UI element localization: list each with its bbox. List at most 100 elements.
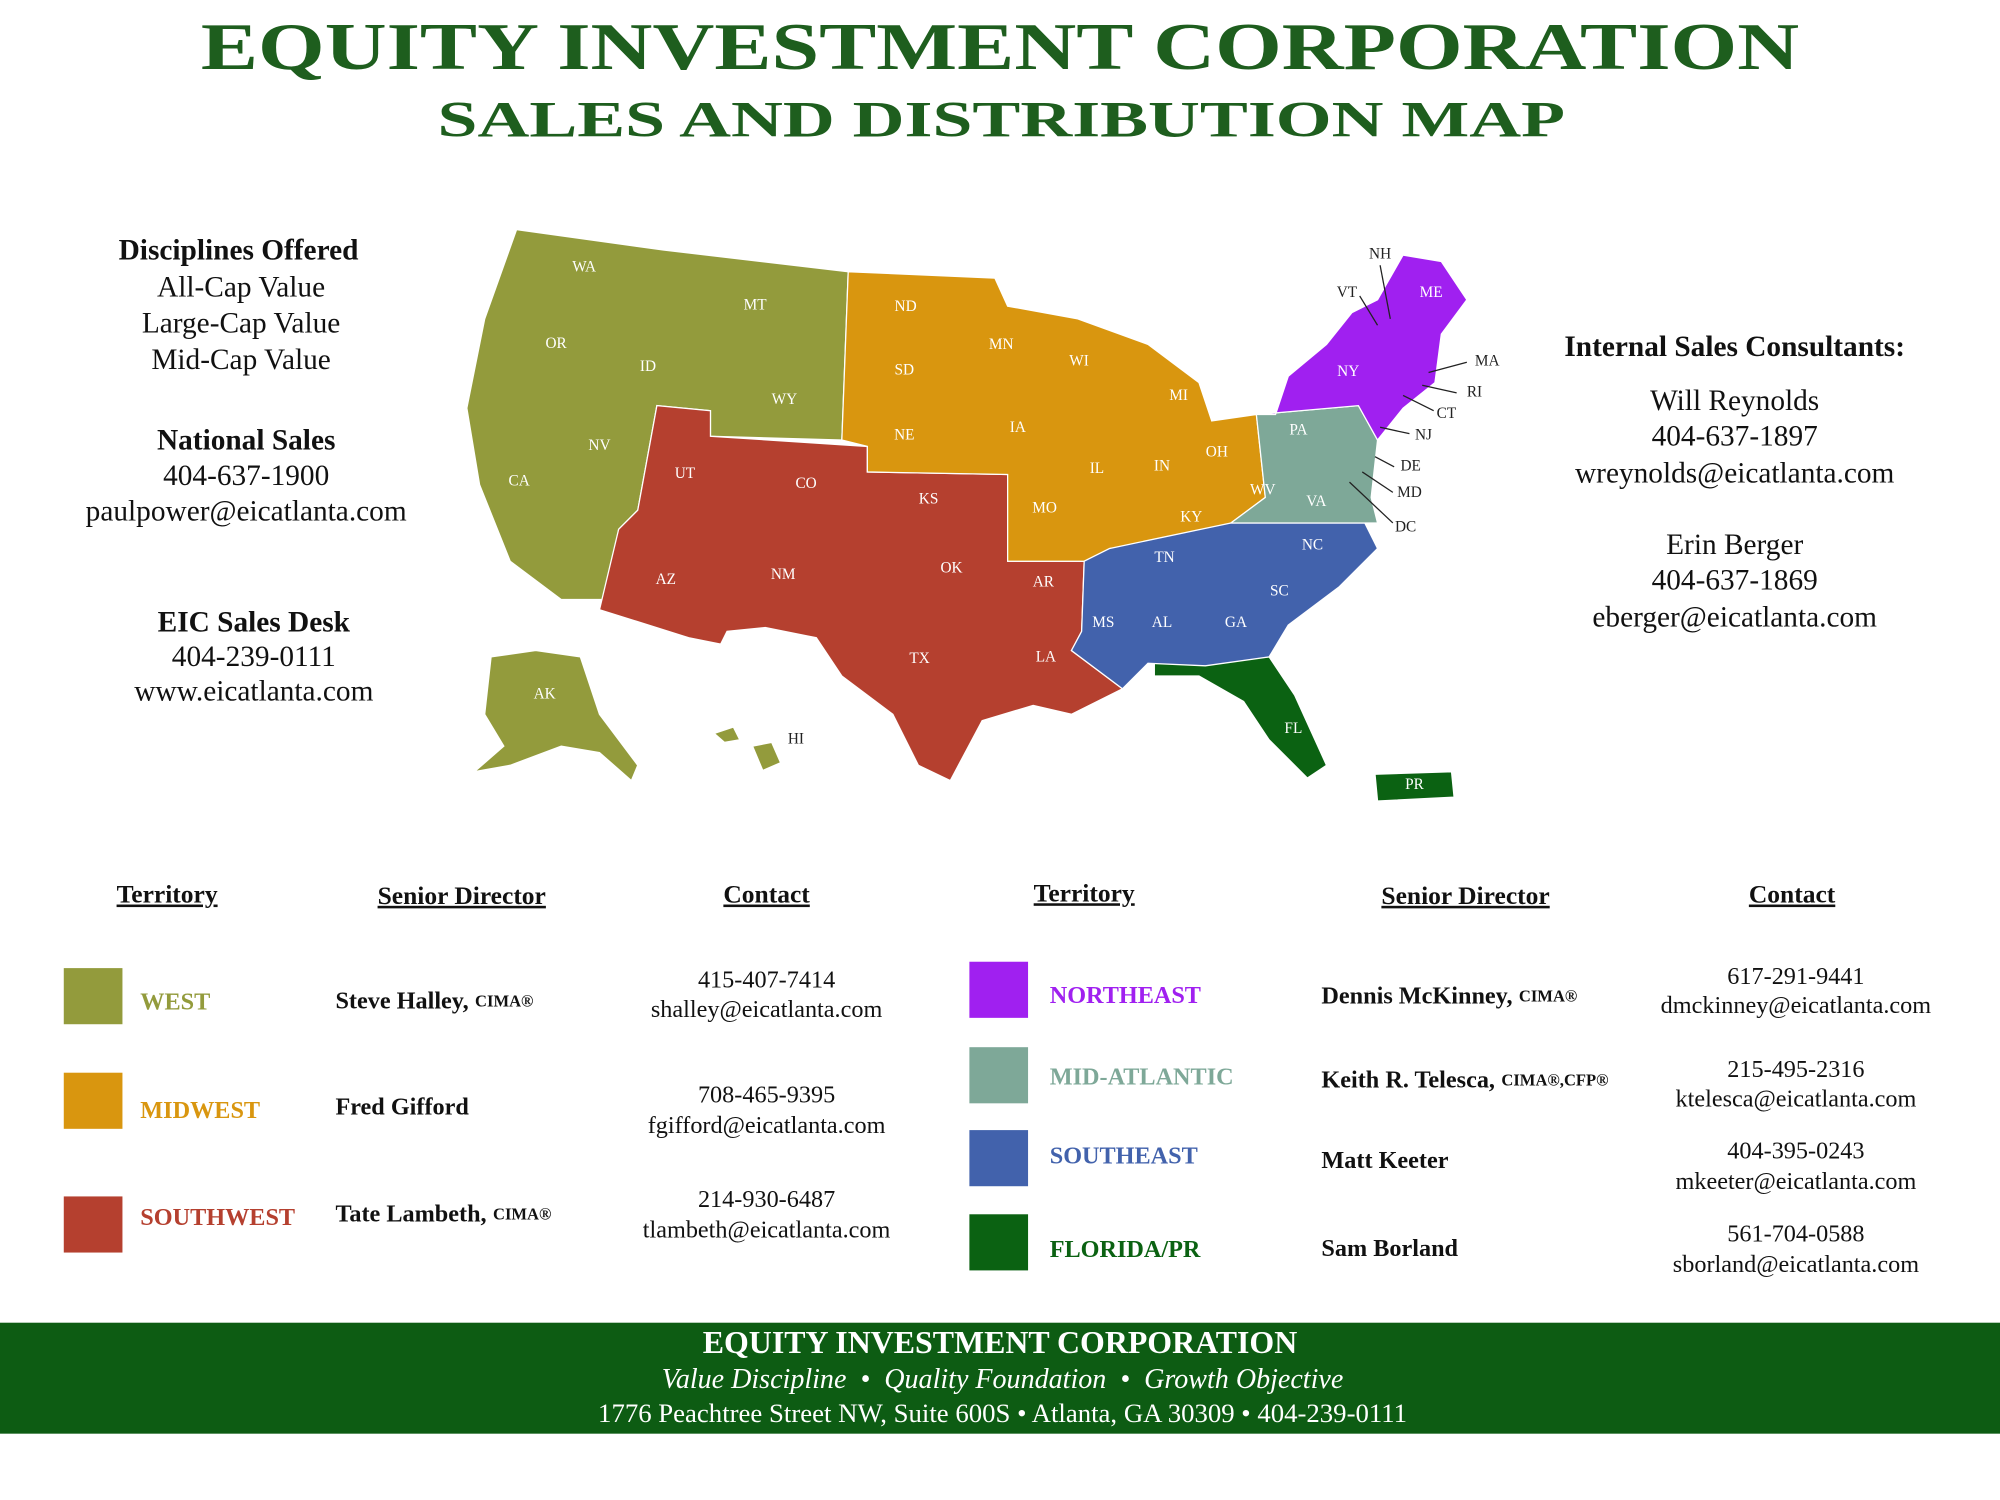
contact-email: mkeeter@eicatlanta.com <box>1676 1168 1917 1195</box>
footer-band <box>0 1322 2000 1434</box>
region-shape <box>472 649 639 782</box>
territory-name: SOUTHEAST <box>1050 1143 1198 1170</box>
state-label: OR <box>545 335 567 352</box>
state-label: MO <box>1032 499 1057 516</box>
leader-line <box>1374 456 1395 468</box>
state-label: VT <box>1337 284 1358 301</box>
legend-header: Senior Director <box>378 881 546 910</box>
territory-swatch <box>969 1047 1029 1104</box>
territory-swatch <box>969 1214 1029 1271</box>
director: Steve Halley, CIMA® <box>335 987 533 1014</box>
state-label: GA <box>1225 614 1247 631</box>
leader-line <box>1349 481 1394 524</box>
leader-line <box>1422 384 1457 394</box>
state-label: UT <box>675 465 696 482</box>
leader-line <box>1361 471 1394 493</box>
state-label: NH <box>1369 246 1391 263</box>
legend-header: Contact <box>1749 880 1836 909</box>
territory-swatch <box>63 1196 123 1253</box>
director-name: Keith R. Telesca, <box>1321 1066 1495 1093</box>
state-label: WV <box>1250 482 1276 499</box>
map-regions <box>466 228 1468 802</box>
state-label: KS <box>919 491 939 508</box>
state-label: MI <box>1169 387 1188 404</box>
director-name: Fred Gifford <box>335 1093 469 1120</box>
state-label: CO <box>795 475 816 492</box>
state-label: CT <box>1437 405 1457 422</box>
contact-phone: 708-465-9395 <box>698 1082 835 1109</box>
footer-title: EQUITY INVESTMENT CORPORATION <box>703 1325 1297 1360</box>
state-label: FL <box>1284 720 1302 737</box>
state-label: DC <box>1395 519 1416 536</box>
state-label: IA <box>1010 419 1026 436</box>
consultant-email: wreynolds@eicatlanta.com <box>1575 457 1895 489</box>
state-label: ND <box>895 298 917 315</box>
leader-line <box>1379 426 1410 435</box>
us-map: WA OR CA NV ID MT WY AK HI UT CO AZ NM KS OK TX AR LA ND SD… <box>466 228 1500 802</box>
director-credential: CIMA® <box>1519 986 1577 1005</box>
national-sales-email: paulpower@eicatlanta.com <box>86 496 407 528</box>
state-label: ME <box>1420 284 1443 301</box>
state-label: KY <box>1180 508 1202 525</box>
state-label: MT <box>744 297 768 314</box>
legend-header: Territory <box>117 880 218 909</box>
territory-name: SOUTHWEST <box>140 1204 295 1231</box>
state-label: TX <box>909 650 929 667</box>
subtitle: SALES AND DISTRIBUTION MAP <box>438 93 1566 149</box>
legend-header: Contact <box>723 880 810 909</box>
director-name: Matt Keeter <box>1321 1147 1448 1174</box>
state-label: TN <box>1154 549 1174 566</box>
consultant-phone: 404-637-1869 <box>1652 565 1818 597</box>
region-shape <box>1374 771 1455 802</box>
state-label: AK <box>534 686 556 703</box>
legend-header: Senior Director <box>1381 881 1549 910</box>
state-label: OK <box>940 559 962 576</box>
region-shape <box>1070 522 1379 690</box>
region-shape <box>1256 254 1468 442</box>
sales-desk-heading: EIC Sales Desk <box>158 607 351 639</box>
director-credential: CIMA® <box>475 991 533 1010</box>
director: Tate Lambeth, CIMA® <box>335 1200 551 1227</box>
state-label: NJ <box>1415 427 1432 444</box>
state-label: PA <box>1289 422 1307 439</box>
director-name: Steve Halley, <box>335 987 468 1014</box>
director-credential: CIMA®,CFP® <box>1501 1070 1608 1089</box>
director: Keith R. Telesca, CIMA®,CFP® <box>1321 1066 1608 1093</box>
director: Fred Gifford <box>335 1093 469 1120</box>
state-label: DE <box>1401 457 1421 474</box>
state-label: HI <box>788 730 804 747</box>
state-label: MD <box>1397 484 1422 501</box>
contact-phone: 214-930-6487 <box>698 1186 835 1213</box>
discipline: Mid-Cap Value <box>151 344 330 376</box>
state-label: NE <box>894 427 914 444</box>
contact-email: dmckinney@eicatlanta.com <box>1661 992 1932 1019</box>
title: EQUITY INVESTMENT CORPORATION <box>201 11 1799 84</box>
discipline: All-Cap Value <box>157 271 325 303</box>
state-label: CA <box>509 473 530 490</box>
territory-name: WEST <box>140 988 210 1015</box>
director: Dennis McKinney, CIMA® <box>1321 982 1577 1009</box>
state-label: SC <box>1270 582 1289 599</box>
director: Sam Borland <box>1321 1235 1458 1262</box>
region-shape <box>1153 656 1328 779</box>
contact-email: tlambeth@eicatlanta.com <box>643 1217 891 1244</box>
discipline: Large-Cap Value <box>142 308 340 340</box>
disciplines-heading: Disciplines Offered <box>119 234 359 266</box>
territory-name: FLORIDA/PR <box>1050 1236 1201 1263</box>
state-label: AZ <box>656 571 676 588</box>
state-label: ID <box>640 358 656 375</box>
state-label: MN <box>989 336 1014 353</box>
state-label: IN <box>1154 457 1170 474</box>
state-label: NV <box>588 437 610 454</box>
director-name: Sam Borland <box>1321 1235 1458 1262</box>
territory-name: MID-ATLANTIC <box>1050 1064 1234 1091</box>
contact-phone: 617-291-9441 <box>1727 963 1864 990</box>
state-label: AR <box>1033 573 1055 590</box>
leader-line <box>1379 265 1391 319</box>
contact-phone: 404-395-0243 <box>1727 1138 1864 1165</box>
state-label: VA <box>1306 493 1326 510</box>
consultant-name: Will Reynolds <box>1650 385 1819 417</box>
director-name: Tate Lambeth, <box>335 1200 486 1227</box>
